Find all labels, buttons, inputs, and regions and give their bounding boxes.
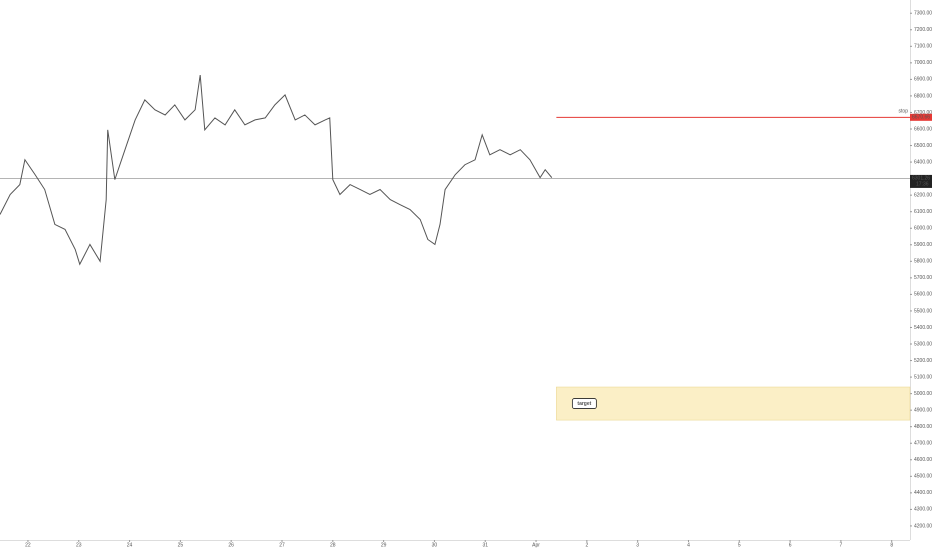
y-tick-label: 5000.00 — [914, 391, 932, 397]
y-tick-label: 5500.00 — [914, 308, 932, 314]
y-tick-label: 6200.00 — [914, 192, 932, 198]
x-tick-label: 7 — [840, 542, 843, 548]
x-tick-label: 3 — [636, 542, 639, 548]
y-tick-label: 4400.00 — [914, 490, 932, 496]
y-tick-label: 4500.00 — [914, 474, 932, 480]
y-tick-label: 6800.00 — [914, 93, 932, 99]
target-label-box — [571, 398, 597, 409]
y-tick-label: 6100.00 — [914, 209, 932, 215]
y-tick-label: 4800.00 — [914, 424, 932, 430]
y-tick-label: 5300.00 — [914, 341, 932, 347]
x-tick-label: 28 — [330, 542, 336, 548]
y-tick-label: 6600.00 — [914, 126, 932, 132]
x-tick-label: 31 — [482, 542, 488, 548]
x-tick-label: 5 — [738, 542, 741, 548]
y-tick-label: 6500.00 — [914, 143, 932, 149]
y-tick-label: 6700.00 — [914, 110, 932, 116]
last-price-label: 6301.26 — [912, 176, 930, 182]
x-tick-label: 4 — [687, 542, 690, 548]
target-label: target — [577, 401, 591, 407]
last-price-box — [910, 174, 932, 188]
stop-price-box — [910, 113, 932, 121]
y-tick-label: 4200.00 — [914, 523, 932, 529]
x-tick-label: 29 — [381, 542, 387, 548]
x-tick-label: 22 — [25, 542, 31, 548]
x-tick-label: 24 — [127, 542, 133, 548]
y-tick-label: 6400.00 — [914, 159, 932, 165]
y-tick-label: 5400.00 — [914, 325, 932, 331]
y-tick-label: 4700.00 — [914, 441, 932, 447]
x-tick-label: 6 — [789, 542, 792, 548]
y-tick-label: 7300.00 — [914, 11, 932, 17]
stop-label: stop — [899, 109, 909, 115]
y-tick-label: 4300.00 — [914, 507, 932, 513]
x-tick-label: 30 — [432, 542, 438, 548]
y-tick-label: 5200.00 — [914, 358, 932, 364]
y-tick-label: 5100.00 — [914, 374, 932, 380]
y-tick-label: 4900.00 — [914, 407, 932, 413]
y-tick-label: 5800.00 — [914, 259, 932, 265]
y-tick-label: 7200.00 — [914, 27, 932, 33]
x-tick-label: 25 — [178, 542, 184, 548]
y-tick-label: 5700.00 — [914, 275, 932, 281]
x-tick-label: 23 — [76, 542, 82, 548]
y-tick-label: 5600.00 — [914, 292, 932, 298]
y-tick-label: 6900.00 — [914, 77, 932, 83]
y-tick-label: 7000.00 — [914, 60, 932, 66]
y-tick-label: 6000.00 — [914, 226, 932, 232]
y-tick-label: 7100.00 — [914, 44, 932, 50]
stop-price-label: 6670.66 — [912, 115, 930, 121]
target-zone — [556, 386, 911, 421]
x-tick-label: Apr — [532, 542, 540, 548]
x-tick-label: 26 — [228, 542, 234, 548]
x-tick-label: 2 — [585, 542, 588, 548]
price-line — [0, 75, 553, 266]
y-tick-label: 5900.00 — [914, 242, 932, 248]
countdown-label: 17:36 — [916, 182, 929, 188]
y-tick-label: 4600.00 — [914, 457, 932, 463]
x-tick-label: 27 — [279, 542, 285, 548]
x-tick-label: 8 — [890, 542, 893, 548]
